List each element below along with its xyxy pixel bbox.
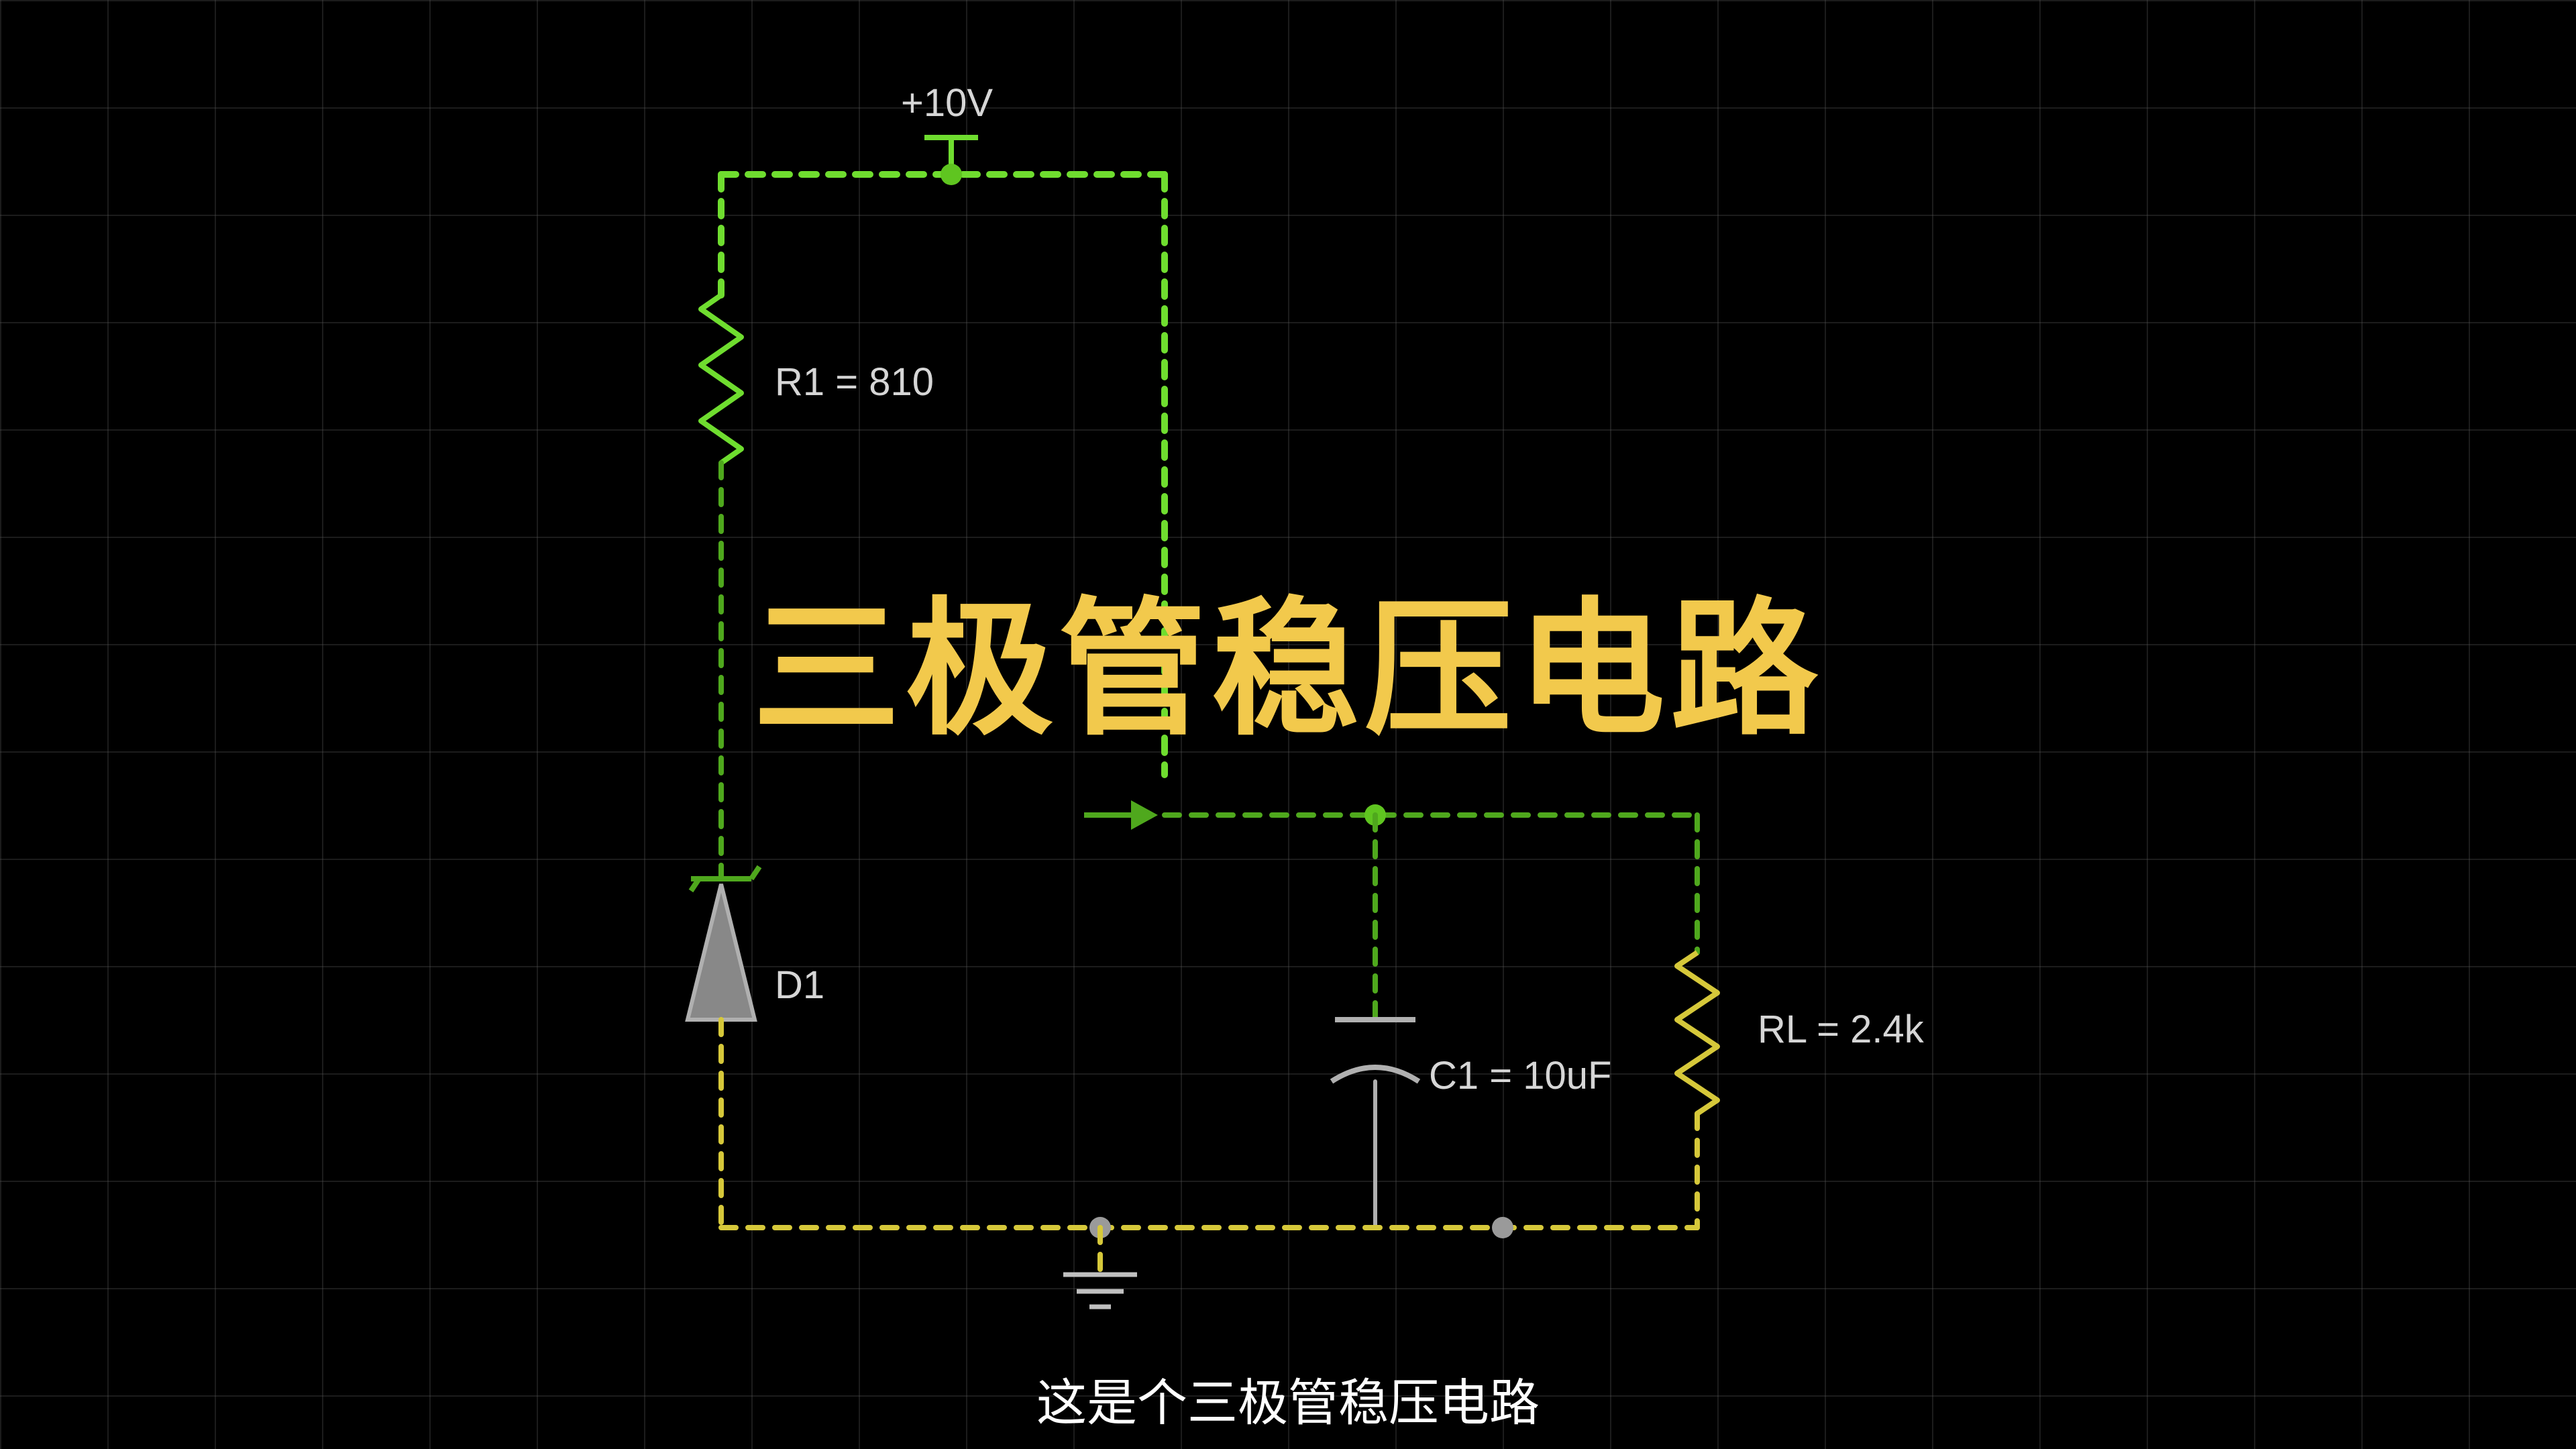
capacitor-c1-label: C1 = 10uF: [1429, 1053, 1611, 1098]
supply-voltage-label: +10V: [901, 80, 993, 125]
resistor-rl-label: RL = 2.4k: [1758, 1007, 1924, 1052]
resistor-r1-label: R1 = 810: [775, 360, 934, 405]
subtitle-caption: 这是个三极管稳压电路: [1036, 1362, 1540, 1435]
zener-d1-label: D1: [775, 963, 824, 1008]
title-overlay: 三极管稳压电路: [753, 550, 1823, 763]
